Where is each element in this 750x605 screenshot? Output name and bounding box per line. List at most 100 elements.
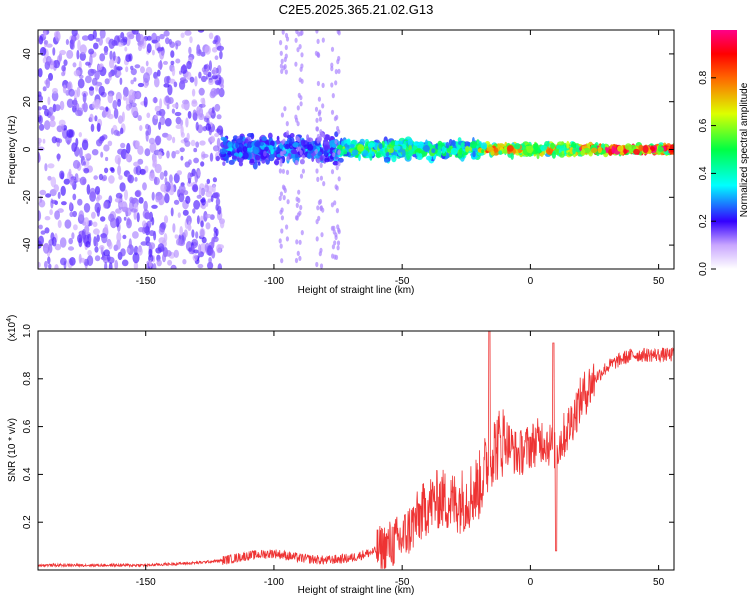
heatmap-cell [77, 234, 83, 244]
heatmap-cell [206, 178, 211, 184]
heatmap-cell [100, 151, 104, 158]
heatmap-cell [154, 114, 159, 120]
heatmap-cell [285, 36, 290, 42]
heatmap-cell [126, 142, 131, 154]
heatmap-cell [152, 97, 158, 104]
heatmap-cell [95, 84, 99, 92]
heatmap-cell [244, 138, 249, 144]
heatmap-cell [40, 230, 46, 235]
heatmap-cell [619, 151, 624, 156]
heatmap-cell [408, 149, 413, 157]
heatmap-cell [196, 194, 202, 199]
heatmap-cell [164, 117, 172, 127]
heatmap-cell [120, 127, 124, 135]
heatmap-cell [137, 115, 142, 121]
heatmap-cell [96, 139, 103, 147]
heatmap-cell [86, 255, 94, 267]
heatmap-cell [323, 145, 329, 152]
heatmap-cell [196, 49, 203, 57]
heatmap-cell [163, 76, 170, 85]
heatmap-cell [276, 135, 280, 141]
heatmap-cell [156, 110, 162, 116]
heatmap-cell [227, 141, 233, 148]
heatmap-cell [299, 204, 303, 211]
heatmap-cell [166, 134, 173, 141]
heatmap-cell [285, 236, 289, 242]
heatmap-cell [63, 59, 68, 66]
heatmap-cell [120, 248, 126, 257]
heatmap-cell [47, 163, 55, 169]
heatmap-cell [315, 126, 320, 132]
heatmap-cell [148, 254, 154, 263]
heatmap-cell [38, 210, 42, 222]
heatmap-cell [143, 96, 148, 108]
heatmap-cell [201, 153, 209, 158]
heatmap-cell [211, 106, 215, 114]
heatmap-cell [192, 208, 196, 214]
heatmap-cell [94, 255, 101, 262]
heatmap-cell [174, 111, 182, 117]
heatmap-cell [330, 62, 334, 68]
heatmap-cell [137, 247, 143, 256]
heatmap-cell [98, 85, 105, 96]
heatmap-cell [238, 157, 244, 163]
heatmap-cell [89, 113, 94, 123]
heatmap-cell [180, 132, 185, 138]
heatmap-cell [79, 44, 87, 55]
heatmap-cell [286, 199, 290, 205]
heatmap-cell [94, 186, 101, 195]
heatmap-cell [46, 43, 53, 48]
heatmap-y-label: Frequency (Hz) [7, 116, 18, 185]
heatmap-cell [38, 146, 45, 152]
heatmap-cell [68, 88, 75, 97]
heatmap-cell [91, 149, 99, 156]
heatmap-cell [297, 31, 301, 37]
heatmap-cell [268, 145, 274, 151]
heatmap-cell [208, 60, 212, 72]
heatmap-cell [123, 86, 129, 98]
heatmap-cell [118, 175, 123, 180]
heatmap-cell [44, 216, 51, 221]
heatmap-cell [95, 240, 99, 247]
heatmap-cell [322, 181, 326, 187]
heatmap-cell [284, 44, 288, 51]
heatmap-cell [297, 92, 301, 98]
heatmap-cell [78, 132, 83, 138]
heatmap-cell [214, 55, 219, 60]
heatmap-cell [51, 236, 57, 247]
heatmap-cell [280, 58, 284, 64]
snr-x-ticks: -150 -100 -50 0 50 [136, 331, 665, 588]
heatmap-cell [196, 215, 200, 225]
heatmap-cell [107, 140, 113, 147]
heatmap-cell [167, 97, 174, 104]
heatmap-cell [294, 215, 299, 221]
colorbar-tick-label: 0.2 [698, 214, 709, 228]
heatmap-cell [320, 154, 324, 162]
heatmap-cell [54, 104, 61, 112]
heatmap-cell [283, 187, 287, 194]
heatmap-cell [211, 47, 218, 53]
snr-y-label: SNR (10 * v/v) [7, 418, 18, 482]
heatmap-cell [181, 103, 187, 109]
heatmap-cell [566, 140, 570, 149]
heatmap-cell [281, 168, 285, 174]
heatmap-cell [51, 91, 59, 102]
heatmap-cell [359, 138, 366, 146]
heatmap-cell [486, 146, 494, 153]
heatmap-cell [115, 216, 122, 225]
heatmap-cell [49, 209, 53, 216]
heatmap-cell [64, 219, 72, 229]
heatmap-cell [205, 123, 212, 131]
heatmap-cell [283, 64, 287, 70]
heatmap-cell [401, 149, 406, 157]
heatmap-cell [124, 46, 128, 52]
heatmap-cell [63, 178, 70, 185]
heatmap-cell [69, 257, 76, 266]
heatmap-cell [306, 152, 313, 159]
heatmap-cell [205, 213, 212, 219]
heatmap-cell [198, 71, 202, 79]
heatmap-cell [178, 192, 185, 203]
heatmap-cell [69, 178, 75, 186]
heatmap-cell [198, 186, 202, 197]
heatmap-cell [222, 139, 227, 146]
